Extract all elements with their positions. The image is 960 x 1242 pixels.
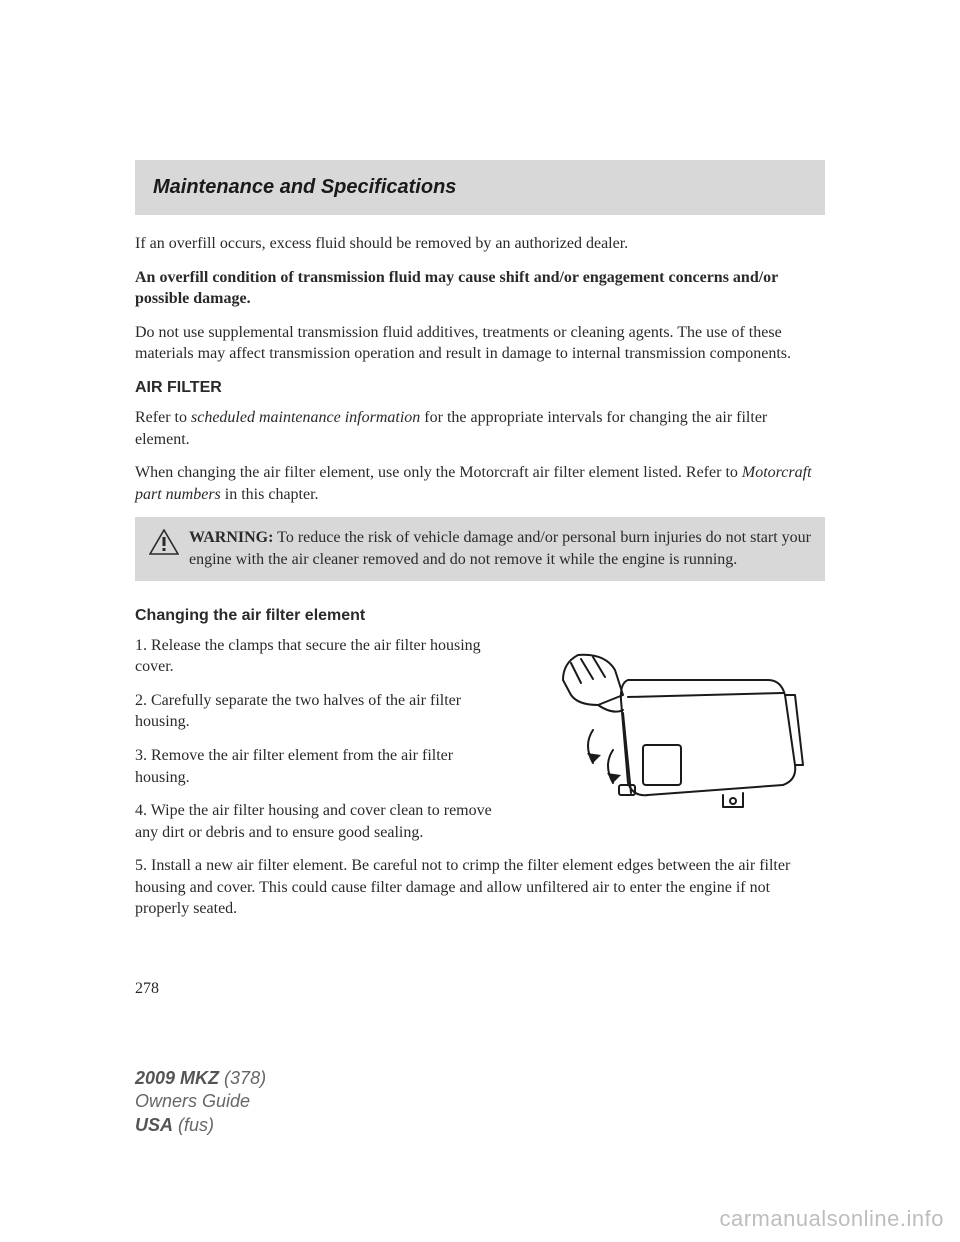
footer-fus: (fus) xyxy=(173,1115,214,1135)
warning-text: WARNING: To reduce the risk of vehicle d… xyxy=(189,527,811,570)
step-3: 3. Remove the air filter element from th… xyxy=(135,745,494,788)
step-4: 4. Wipe the air filter housing and cover… xyxy=(135,800,494,843)
step-5: 5. Install a new air filter element. Be … xyxy=(135,855,825,920)
footer-code: (378) xyxy=(219,1068,266,1088)
paragraph-additives: Do not use supplemental transmission flu… xyxy=(135,322,825,365)
step-1: 1. Release the clamps that secure the ai… xyxy=(135,635,494,678)
figure-column xyxy=(512,635,825,835)
footer-line-1: 2009 MKZ (378) xyxy=(135,1067,266,1090)
paragraph-overfill: If an overfill occurs, excess fluid shou… xyxy=(135,233,825,255)
steps-with-figure: 1. Release the clamps that secure the ai… xyxy=(135,635,825,856)
footer-line-3: USA (fus) xyxy=(135,1114,266,1137)
refer1-italic: scheduled maintenance information xyxy=(191,409,420,426)
refer2-pre: When changing the air filter element, us… xyxy=(135,464,742,481)
footer-block: 2009 MKZ (378) Owners Guide USA (fus) xyxy=(135,1067,266,1137)
chapter-header: Maintenance and Specifications xyxy=(135,160,825,215)
steps-column: 1. Release the clamps that secure the ai… xyxy=(135,635,494,856)
changing-heading: Changing the air filter element xyxy=(135,607,825,625)
chapter-title: Maintenance and Specifications xyxy=(153,176,807,199)
refer1-pre: Refer to xyxy=(135,409,191,426)
footer-region: USA xyxy=(135,1115,173,1135)
footer-line-2: Owners Guide xyxy=(135,1090,266,1113)
page-number: 278 xyxy=(135,980,825,998)
air-filter-heading: AIR FILTER xyxy=(135,379,825,397)
warning-body: To reduce the risk of vehicle damage and… xyxy=(189,529,811,568)
paragraph-overfill-warning: An overfill condition of transmission fl… xyxy=(135,267,825,310)
refer-scheduled-maintenance: Refer to scheduled maintenance informati… xyxy=(135,407,825,450)
air-filter-diagram-icon xyxy=(523,635,813,835)
warning-box: WARNING: To reduce the risk of vehicle d… xyxy=(135,517,825,580)
refer-motorcraft: When changing the air filter element, us… xyxy=(135,462,825,505)
footer-model: 2009 MKZ xyxy=(135,1068,219,1088)
warning-label: WARNING: xyxy=(189,529,273,546)
refer2-post: in this chapter. xyxy=(221,486,319,503)
page-content: Maintenance and Specifications If an ove… xyxy=(0,0,960,998)
watermark-text: carmanualsonline.info xyxy=(719,1206,944,1232)
step-2: 2. Carefully separate the two halves of … xyxy=(135,690,494,733)
warning-triangle-icon xyxy=(149,529,179,560)
